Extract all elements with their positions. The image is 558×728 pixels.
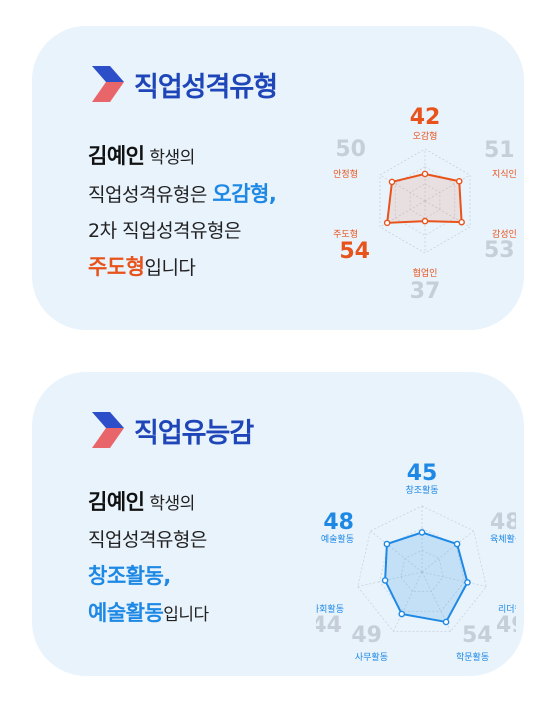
page-title: 직업유능감 bbox=[134, 417, 254, 449]
desc-text: 2차 직업성격유형은 bbox=[88, 220, 241, 242]
competency-card: 직업유능감 김예인 학생의 직업성격유형은 창조활동, 예술활동입니다 창조활동… bbox=[32, 372, 524, 676]
radar-value-label: 42 bbox=[410, 105, 441, 130]
radar-point bbox=[381, 577, 389, 584]
primary-type: 오감형, bbox=[212, 182, 277, 206]
radar-point bbox=[421, 217, 429, 225]
radar-axis-label: 주도형 bbox=[333, 229, 358, 240]
desc-text: 입니다 bbox=[144, 257, 196, 279]
radar-point bbox=[455, 177, 463, 185]
desc-text: 학생의 bbox=[144, 148, 195, 168]
radar-value-label: 54 bbox=[462, 623, 493, 648]
radar-axis-label: 사회활동 bbox=[316, 603, 344, 615]
student-name: 김예인 bbox=[88, 144, 145, 168]
radar-value-label: 51 bbox=[484, 138, 515, 163]
desc-text: 학생의 bbox=[144, 494, 195, 514]
radar-area bbox=[386, 172, 463, 224]
radar-axis-label: 오감형 bbox=[413, 130, 438, 142]
radar-value-label: 49 bbox=[351, 623, 382, 648]
radar-point bbox=[388, 178, 396, 186]
brand-logo-icon bbox=[92, 66, 124, 102]
desc-text: 직업성격유형은 bbox=[88, 184, 213, 206]
radar-point bbox=[464, 579, 471, 586]
page-title: 직업성격유형 bbox=[134, 71, 278, 103]
radar-point bbox=[383, 540, 391, 548]
secondary-type: 주도형 bbox=[88, 255, 145, 279]
radar-axis-label: 감성인 bbox=[492, 228, 517, 240]
radar-value-label: 50 bbox=[335, 137, 366, 162]
radar-value-label: 37 bbox=[410, 279, 441, 304]
desc-text: 입니다 bbox=[163, 605, 209, 625]
secondary-type: 예술활동 bbox=[88, 601, 164, 625]
desc-text: 직업성격유형은 bbox=[88, 529, 207, 551]
radar-value-label: 48 bbox=[323, 510, 354, 535]
radar-axis-label: 지식인 bbox=[492, 169, 517, 180]
radar-axis-label: 학문활동 bbox=[456, 651, 489, 663]
radar-value-label: 53 bbox=[484, 238, 515, 263]
radar-point bbox=[421, 170, 429, 178]
radar-axis-label: 리더활동 bbox=[498, 603, 516, 615]
personality-header: 직업성격유형 bbox=[90, 62, 278, 106]
radar-axis-label: 예술활동 bbox=[321, 533, 354, 545]
radar-axis-label: 협업인 bbox=[413, 267, 438, 279]
primary-type: 창조활동, bbox=[88, 564, 171, 588]
personality-card: 직업성격유형 김예인 학생의 직업성격유형은 오감형, 2차 직업성격유형은 주… bbox=[32, 26, 524, 330]
radar-axis-label: 안정형 bbox=[333, 169, 358, 180]
radar-point bbox=[418, 529, 426, 536]
competency-header: 직업유능감 bbox=[90, 408, 254, 452]
brand-logo-icon bbox=[92, 412, 124, 448]
radar-point bbox=[453, 540, 461, 548]
radar-axis-label: 사무활동 bbox=[355, 651, 388, 663]
radar-axis-label: 육체활동 bbox=[490, 533, 516, 545]
radar-value-label: 49 bbox=[496, 613, 516, 638]
student-name: 김예인 bbox=[88, 490, 145, 514]
personality-description: 김예인 학생의 직업성격유형은 오감형, 2차 직업성격유형은 주도형입니다 bbox=[88, 138, 277, 286]
radar-point bbox=[383, 219, 391, 227]
radar-axis-label: 창조활동 bbox=[405, 484, 438, 496]
radar-value-label: 44 bbox=[316, 613, 342, 638]
radar-value-label: 48 bbox=[490, 510, 516, 535]
competency-radar-chart: 창조활동45육체활동48리더활동49학문활동54사무활동49사회활동44예술활동… bbox=[316, 461, 516, 663]
radar-point bbox=[398, 610, 406, 618]
radar-point bbox=[442, 618, 450, 626]
radar-value-label: 45 bbox=[407, 461, 438, 486]
radar-area bbox=[384, 531, 469, 624]
radar-point bbox=[458, 218, 465, 226]
radar-value-label: 54 bbox=[339, 239, 370, 264]
competency-description: 김예인 학생의 직업성격유형은 창조활동, 예술활동입니다 bbox=[88, 484, 209, 633]
